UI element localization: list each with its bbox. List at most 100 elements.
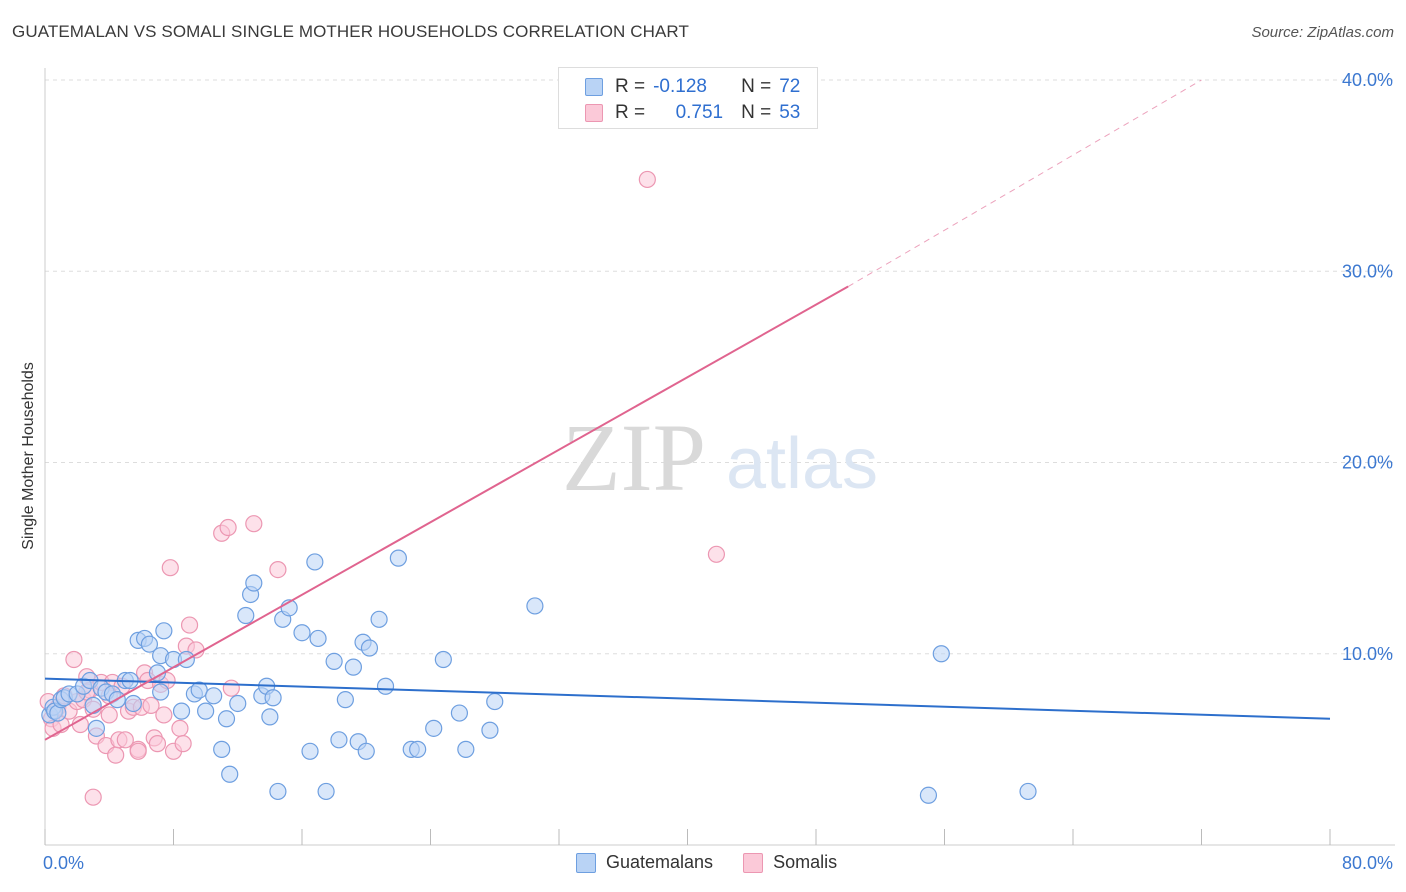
guatemalan-point — [229, 694, 247, 713]
guatemalan-point — [336, 691, 354, 709]
source-label: Source: ZipAtlas.com — [1251, 24, 1394, 41]
guatemalan-point — [344, 658, 362, 676]
guatemalan-point — [152, 683, 170, 701]
watermark-atlas: atlas — [726, 424, 878, 504]
guatemalan-point — [306, 553, 324, 571]
legend-row-somalis: R = 0.751 N = 53 — [585, 100, 800, 126]
tick-labels: 10.0% 20.0% 30.0% 40.0% 0.0% 80.0% — [43, 70, 1393, 873]
series-legend: Guatemalans Somalis — [576, 852, 867, 873]
somali-point — [638, 170, 656, 189]
legend-row-guatemalans: R = -0.128 N = 72 — [585, 74, 800, 100]
guatemalan-point — [172, 702, 191, 720]
guatemalan-point — [140, 635, 159, 653]
guatemalan-point — [409, 740, 427, 758]
guatemalan-point — [197, 702, 215, 720]
guatemalan-point — [481, 721, 499, 739]
guatemalan-point — [486, 692, 504, 711]
guatemalan-point — [269, 782, 287, 801]
somali-point — [219, 518, 237, 537]
legend-r-value: 0.751 — [675, 102, 724, 123]
legend-item-guatemalans: Guatemalans — [576, 852, 713, 873]
somali-point — [269, 560, 287, 579]
guatemalan-point — [526, 597, 544, 615]
legend-n-value: 72 — [779, 76, 801, 97]
legend-n-label: N = — [741, 102, 772, 123]
guatemalan-point — [205, 687, 223, 705]
guatemalan-point — [434, 650, 452, 669]
guatemalan-point — [1019, 782, 1037, 801]
watermark: ZIP atlas — [562, 404, 878, 511]
guatemalan-point — [264, 689, 282, 707]
y-tick-label: 20.0% — [1342, 453, 1393, 473]
guatemalan-point — [389, 549, 407, 567]
somali-point — [222, 679, 240, 697]
somali-point — [116, 731, 134, 749]
somali-point — [161, 559, 179, 577]
guatemalan-point — [457, 740, 475, 758]
guatemalan-point — [245, 574, 263, 592]
y-tick-label: 40.0% — [1342, 70, 1393, 90]
legend-n-label: N = — [741, 76, 772, 97]
guatemalan-point — [932, 645, 950, 663]
guatemalan-point — [309, 629, 327, 648]
stats-legend: R = -0.128 N = 72 R = 0.751 N = 53 — [558, 67, 818, 129]
somali-swatch — [743, 852, 764, 873]
somali-point — [171, 719, 189, 737]
somali-point — [107, 746, 125, 764]
x-tick-label: 0.0% — [43, 853, 84, 873]
somali-point — [155, 706, 173, 724]
x-tick-label: 80.0% — [1342, 853, 1393, 873]
guatemalan-point — [425, 719, 443, 737]
guatemalan-point — [87, 719, 106, 737]
guatemalan-point — [317, 782, 335, 801]
guatemalan-point — [330, 731, 348, 749]
somali-point — [100, 706, 118, 724]
guatemalan-point — [190, 681, 208, 699]
somali-point — [65, 650, 83, 669]
legend-label-somalis: Somalis — [773, 852, 838, 872]
guatemalan-point — [293, 624, 311, 642]
guatemalan-point — [360, 639, 379, 657]
legend-r-label: R = — [615, 102, 646, 123]
guatemalan-point — [213, 740, 231, 758]
somali-swatch — [585, 104, 603, 122]
guatemalan-point — [155, 622, 173, 640]
somali-trend-line — [44, 285, 849, 741]
guatemalan-point — [217, 710, 236, 728]
legend-r-value: -0.128 — [653, 76, 707, 97]
legend-r-label: R = — [615, 76, 646, 97]
legend-item-somalis: Somalis — [743, 852, 837, 873]
guatemalan-point — [124, 694, 142, 713]
guatemalan-swatch — [576, 852, 596, 873]
legend-n-value: 53 — [779, 102, 801, 123]
grid-lines — [45, 79, 1395, 655]
guatemalan-point — [221, 765, 239, 783]
trend-lines — [44, 79, 1331, 741]
y-tick-label: 10.0% — [1342, 644, 1393, 664]
guatemalan-point — [84, 696, 102, 714]
guatemalan-point — [325, 652, 343, 671]
somali-point — [148, 735, 167, 753]
guatemalan-point — [237, 606, 255, 625]
somali-point — [245, 515, 263, 533]
guatemalan-point — [376, 677, 395, 695]
guatemalan-swatch — [585, 78, 603, 96]
axes — [44, 68, 1395, 846]
guatemalan-point — [357, 742, 375, 760]
guatemalan-points — [41, 549, 1037, 804]
guatemalan-point — [261, 708, 279, 726]
y-tick-label: 30.0% — [1342, 261, 1393, 281]
somali-point — [129, 742, 147, 760]
somali-point — [174, 735, 192, 753]
somali-point — [142, 696, 160, 714]
guatemalan-point — [919, 786, 938, 804]
guatemalan-point — [370, 610, 388, 628]
guatemalan-trend-line — [44, 677, 1331, 720]
somali-point — [180, 616, 199, 634]
guatemalan-point — [450, 704, 469, 722]
somali-point — [707, 545, 726, 563]
chart-title: GUATEMALAN VS SOMALI SINGLE MOTHER HOUSE… — [12, 22, 689, 41]
somali-point — [84, 788, 102, 806]
somali-trend-extension — [847, 79, 1202, 287]
